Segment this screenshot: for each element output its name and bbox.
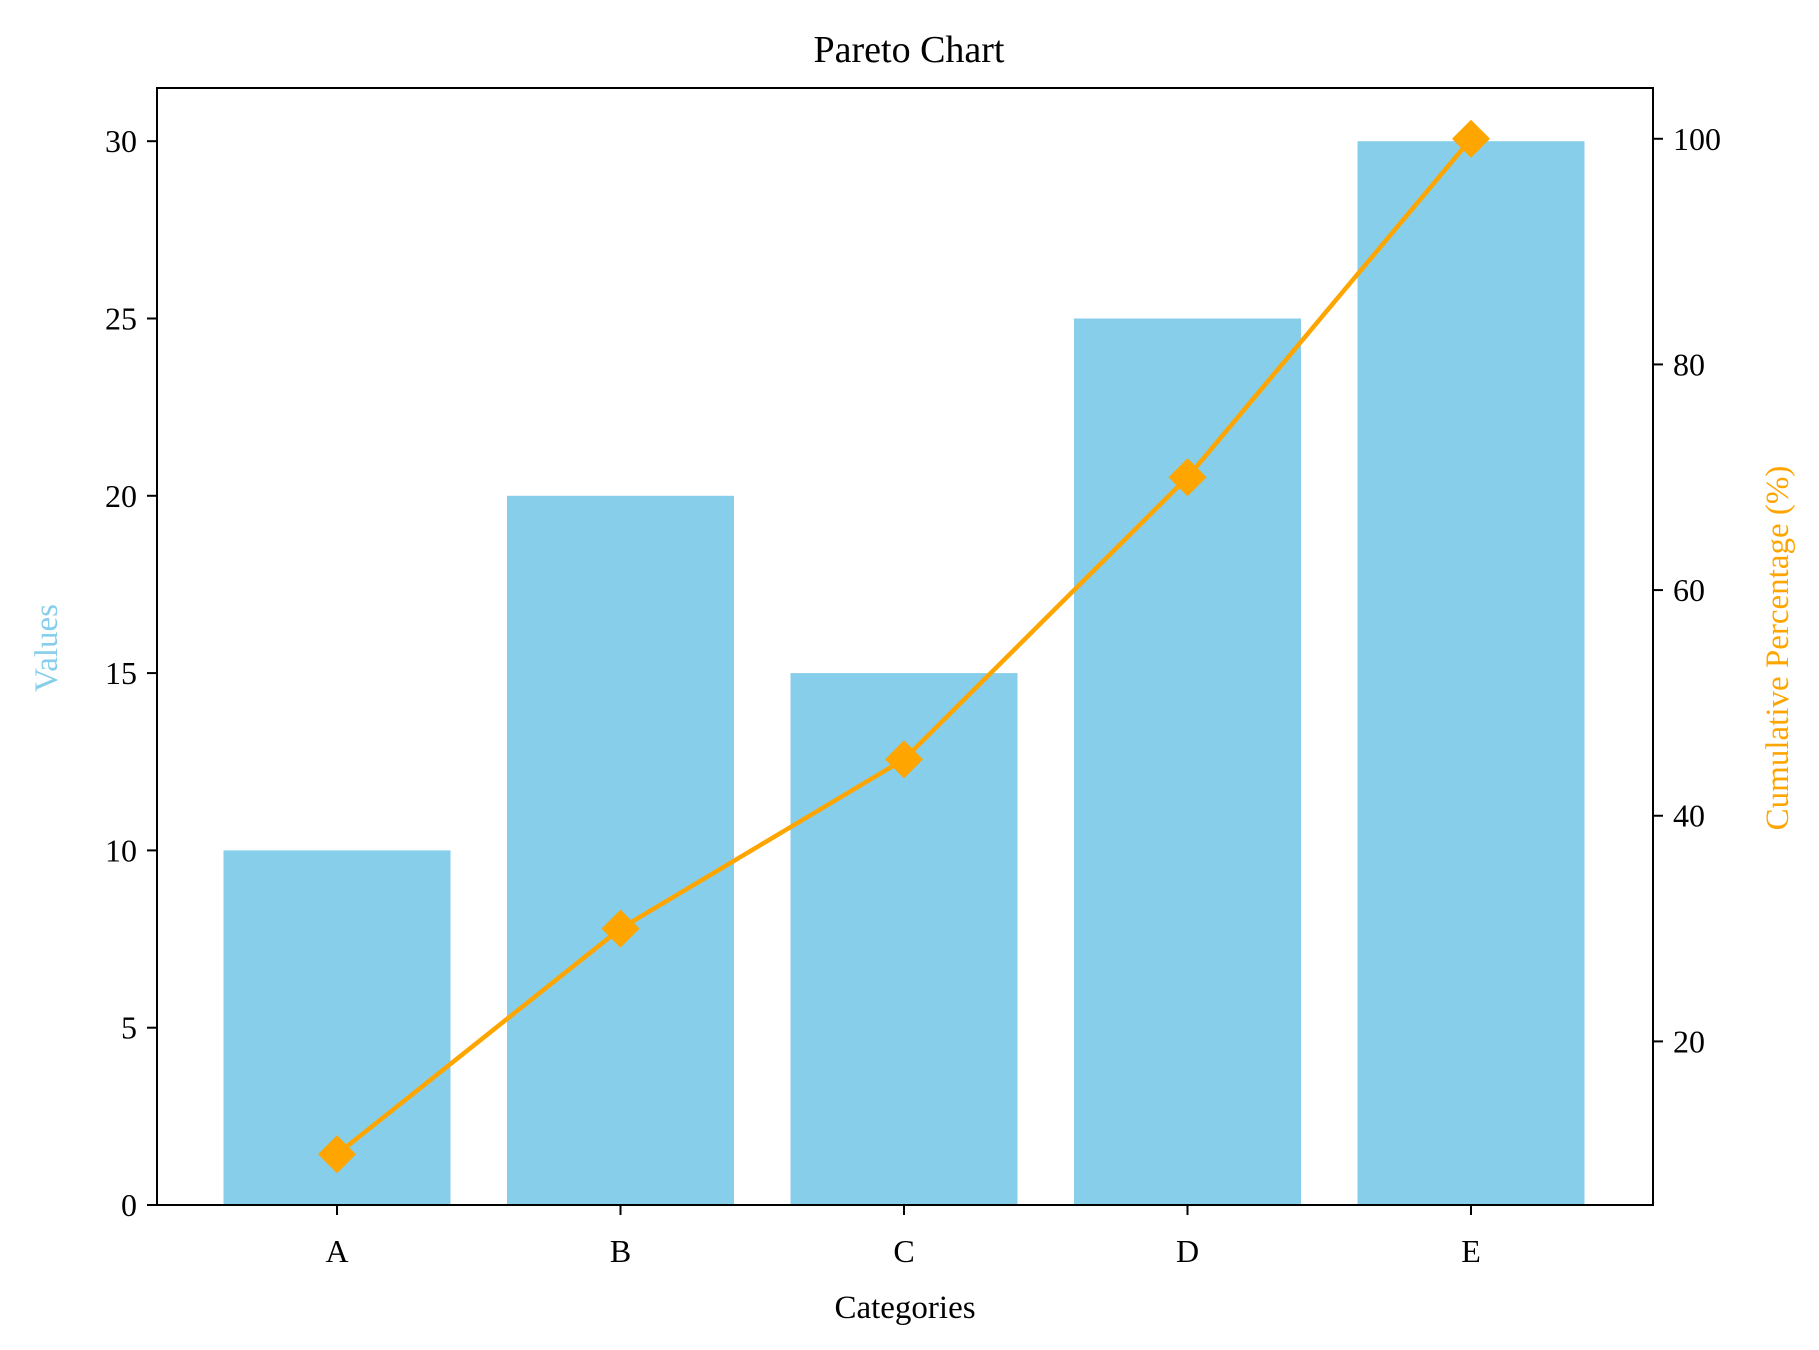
bar-E — [1357, 141, 1585, 1206]
right-tick-label: 60 — [1673, 572, 1705, 608]
left-tick-label: 10 — [105, 832, 137, 868]
left-y-axis: 0 5 10 15 20 25 30 — [105, 123, 157, 1223]
x-tick-label: D — [1176, 1233, 1199, 1269]
bar-series — [223, 141, 1585, 1206]
right-tick-label: 80 — [1673, 346, 1705, 382]
right-y-axis: 20 40 60 80 100 — [1653, 121, 1721, 1059]
line-marker-A — [318, 1135, 356, 1174]
line-marker-D — [1168, 458, 1207, 497]
x-axis: A B C D E — [325, 1205, 1481, 1269]
cumulative-line-series — [318, 119, 1490, 1174]
left-tick-label: 0 — [121, 1187, 137, 1223]
right-tick-label: 20 — [1673, 1023, 1705, 1059]
line-marker-B — [601, 909, 640, 948]
line-marker-E — [1452, 119, 1490, 158]
line-marker-C — [885, 740, 923, 779]
bar-B — [507, 495, 734, 1205]
x-tick-label: B — [610, 1233, 631, 1269]
right-y-axis-label: Cumulative Percentage (%) — [1760, 466, 1796, 831]
right-tick-label: 40 — [1673, 798, 1705, 834]
bar-D — [1074, 318, 1301, 1205]
x-axis-label: Categories — [834, 1290, 975, 1326]
x-tick-label: A — [325, 1233, 348, 1269]
left-tick-label: 25 — [105, 300, 137, 336]
left-tick-label: 20 — [105, 478, 137, 514]
x-tick-label: C — [893, 1233, 914, 1269]
right-tick-label: 100 — [1673, 121, 1721, 157]
x-tick-label: E — [1461, 1233, 1481, 1269]
left-tick-label: 5 — [121, 1010, 137, 1046]
left-tick-label: 15 — [105, 655, 137, 691]
left-y-axis-label: Values — [29, 604, 65, 692]
left-tick-label: 30 — [105, 123, 137, 159]
chart-title: Pareto Chart — [813, 29, 1004, 71]
